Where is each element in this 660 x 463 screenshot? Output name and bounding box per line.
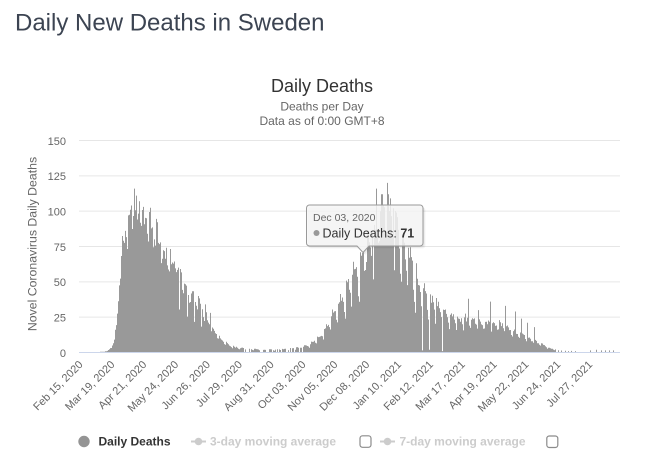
svg-text:75: 75: [54, 242, 66, 254]
svg-text:150: 150: [48, 136, 66, 148]
svg-text:Daily New Deaths in Sweden: Daily New Deaths in Sweden: [15, 10, 324, 37]
svg-text:Daily Deaths: Daily Deaths: [271, 76, 373, 96]
svg-text:50: 50: [54, 277, 66, 289]
svg-text:Data as of 0:00 GMT+8: Data as of 0:00 GMT+8: [259, 114, 384, 128]
svg-text:Dec 03, 2020: Dec 03, 2020: [313, 212, 376, 224]
svg-text:Deaths per Day: Deaths per Day: [280, 100, 363, 114]
svg-text:Daily Deaths: 71: Daily Deaths: 71: [323, 227, 415, 241]
svg-text:25: 25: [54, 313, 66, 325]
svg-text:Novel Coronavirus Daily Deaths: Novel Coronavirus Daily Deaths: [26, 157, 40, 331]
svg-text:125: 125: [48, 171, 66, 183]
svg-text:0: 0: [60, 348, 66, 360]
svg-text:Daily Deaths: Daily Deaths: [99, 435, 171, 449]
svg-text:3-day moving average: 3-day moving average: [210, 435, 336, 449]
svg-text:7-day moving average: 7-day moving average: [400, 435, 526, 449]
svg-text:100: 100: [48, 207, 66, 219]
